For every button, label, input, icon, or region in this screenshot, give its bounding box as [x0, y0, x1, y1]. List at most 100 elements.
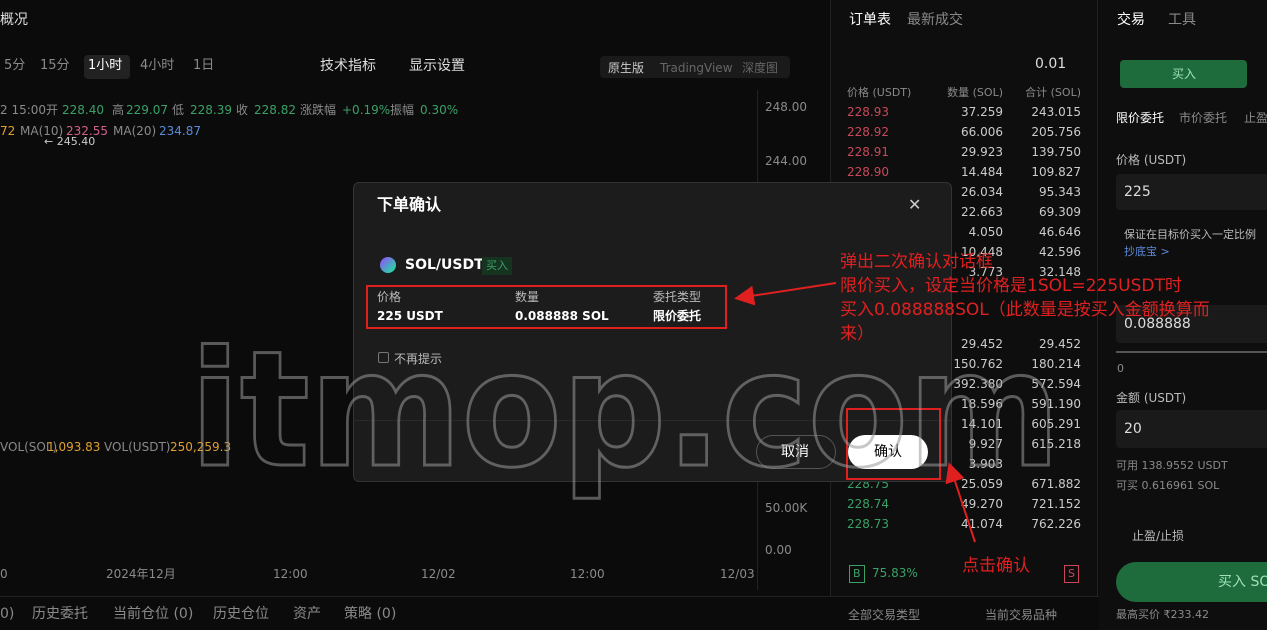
buy-tab-label[interactable]: 买入 [1172, 67, 1197, 81]
order-qty: 29.452 [961, 337, 1003, 351]
interval-tab[interactable]: 15分 [40, 58, 70, 73]
time-axis-label: 12:00 [570, 567, 605, 581]
field-label: 金额 (USDT) [1116, 391, 1187, 405]
time-axis-label: 12:00 [273, 567, 308, 581]
toolbar-button[interactable]: 显示设置 [409, 58, 465, 74]
hint-link[interactable]: 抄底宝 > [1124, 245, 1170, 258]
price-axis-label: 248.00 [765, 100, 807, 114]
order-total: 721.152 [1031, 497, 1081, 511]
bottom-tab[interactable]: 0) [0, 606, 15, 622]
ohlc-text: 开 [46, 103, 59, 117]
cancel-label[interactable]: 取消 [781, 444, 809, 460]
precision-select[interactable]: 0.01 [1035, 56, 1067, 72]
view-tab[interactable]: TradingView [660, 61, 733, 75]
qty-input[interactable] [1116, 305, 1267, 343]
column-header: 价格 (USDT) [847, 86, 912, 99]
order-total: 42.596 [1039, 245, 1081, 259]
orderbook-tab[interactable]: 最新成交 [907, 12, 963, 28]
order-type-tab[interactable]: 市价委托 [1179, 111, 1228, 125]
order-qty: 26.034 [961, 185, 1003, 199]
order-total: 139.750 [1031, 145, 1081, 159]
ohlc-text: 228.39 [190, 103, 232, 117]
interval-tab[interactable]: 1日 [193, 58, 215, 73]
buy-ratio: 75.83% [872, 566, 918, 580]
field-value: 0.088888 SOL [515, 309, 609, 323]
panel-title: 概况 [0, 12, 28, 28]
cancel-button[interactable] [756, 435, 836, 469]
side-tag: 买入 [482, 257, 512, 275]
bottom-tab[interactable]: 资产 [293, 606, 321, 622]
orderbook-tab[interactable]: 订单表 [849, 12, 891, 28]
view-tab[interactable]: 深度图 [742, 61, 779, 75]
volume-text: VOL(USDT) [104, 440, 171, 454]
order-qty: 22.663 [961, 205, 1003, 219]
ohlc-text: +0.19% [342, 103, 391, 117]
volume-axis-label: 0.00 [765, 543, 792, 557]
modal-title: 下单确认 [377, 195, 442, 214]
qty-value: 0.088888 [1124, 316, 1191, 332]
slider[interactable] [1116, 351, 1267, 353]
order-qty: 3.903 [968, 457, 1003, 471]
ma-text: 234.87 [159, 124, 201, 138]
interval-tab[interactable]: 4小时 [140, 58, 175, 73]
order-total: 29.452 [1039, 337, 1081, 351]
filter[interactable]: 当前交易品种 [985, 608, 1058, 622]
order-price: 228.91 [847, 145, 889, 159]
ohlc-text: 228.82 [254, 103, 296, 117]
tpsl-toggle[interactable]: 止盈/止损 [1132, 529, 1185, 543]
bottom-tab[interactable]: 历史委托 [32, 606, 88, 622]
ma-text: MA(10) [20, 124, 64, 138]
price-value: 225 [1124, 184, 1151, 200]
ohlc-text: 振幅 [390, 103, 415, 117]
price-input[interactable] [1116, 174, 1267, 210]
order-type-tab[interactable]: 止盈 [1244, 111, 1267, 125]
ohlc-text: 2 15:00 [0, 103, 47, 117]
order-total: 615.218 [1031, 437, 1081, 451]
ma-text: 72 [0, 124, 16, 138]
order-total: 95.343 [1039, 185, 1081, 199]
order-qty: 25.059 [961, 477, 1003, 491]
amount-input[interactable] [1116, 410, 1267, 448]
bottom-bar [0, 596, 1099, 630]
volume-text: 1,093.83 [47, 440, 101, 454]
sell-ratio-badge: S [1064, 565, 1079, 583]
time-axis-label: 2024年12月 [106, 567, 176, 581]
order-total: 46.646 [1039, 225, 1081, 239]
order-qty: 3.773 [968, 265, 1003, 279]
buy-submit[interactable] [1116, 562, 1267, 602]
annotation: 来） [840, 324, 874, 344]
order-total: 243.015 [1031, 105, 1081, 119]
ma-text: 232.55 [66, 124, 108, 138]
dont-show[interactable]: 不再提示 [394, 352, 443, 366]
volume-axis-label: 50.00K [765, 501, 808, 515]
ohlc-text: 0.30% [420, 103, 459, 117]
order-total: 572.594 [1031, 377, 1081, 391]
order-total: 605.291 [1031, 417, 1081, 431]
order-qty: 49.270 [961, 497, 1003, 511]
order-type-tab[interactable]: 限价委托 [1116, 111, 1165, 125]
interval-tab[interactable]: 5分 [4, 58, 26, 73]
order-price: 228.93 [847, 105, 889, 119]
bottom-tab[interactable]: 历史仓位 [213, 606, 269, 622]
volume-text: VOL(SOL) [0, 440, 58, 454]
highlight-box [366, 285, 727, 329]
ohlc-text: 高 [112, 103, 125, 117]
order-price: 228.73 [847, 517, 889, 531]
bottom-tab[interactable]: 当前仓位 (0) [113, 606, 194, 622]
interval-tab[interactable]: 1小时 [88, 58, 123, 73]
slider-label: 0 [1117, 362, 1124, 375]
toolbar-button[interactable]: 技术指标 [320, 58, 376, 74]
view-tab[interactable]: 原生版 [608, 61, 645, 75]
confirm-button[interactable] [848, 435, 928, 469]
checkbox[interactable] [378, 352, 389, 363]
filter[interactable]: 全部交易类型 [848, 608, 921, 622]
buy-tab-button[interactable] [1120, 60, 1247, 88]
confirm-label[interactable]: 确认 [874, 444, 902, 460]
bottom-tab[interactable]: 策略 (0) [344, 606, 397, 622]
modal-close[interactable]: ✕ [908, 195, 922, 214]
buy-submit-label[interactable]: 买入 SO [1218, 574, 1267, 590]
modal [353, 182, 952, 482]
trade-tab[interactable]: 工具 [1168, 12, 1196, 28]
order-qty: 66.006 [961, 125, 1003, 139]
trade-tab[interactable]: 交易 [1117, 12, 1145, 28]
